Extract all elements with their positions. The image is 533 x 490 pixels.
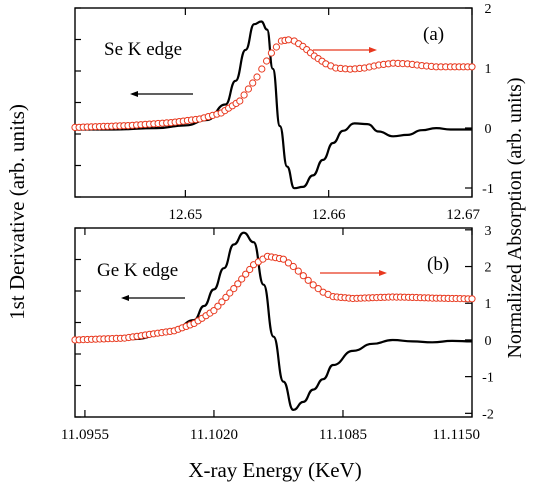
panel-a-annotation: Se K edge <box>104 39 182 60</box>
panel-a-right-y-ticks: -1 0 1 2 <box>465 2 494 197</box>
panel-a-x-tick-label: 12.66 <box>312 207 346 223</box>
panel-a-left-y-ticks <box>75 7 81 198</box>
panel-a-absorption-point <box>236 97 244 105</box>
panel-b-x-tick-label: 11.1150 <box>432 427 480 443</box>
panel-a-absorption-point <box>468 63 476 71</box>
panel-b-y-tick-label: -1 <box>482 371 494 386</box>
panel-a-absorption-point <box>272 43 280 51</box>
right-axis-label: Normalized Absorption (arb. units) <box>504 77 526 358</box>
panel-b-absorption-point <box>279 255 287 263</box>
panel-b-absorption-point <box>222 293 230 301</box>
panel-a-left-arrow <box>130 91 193 97</box>
panel-a-series <box>71 20 476 190</box>
panel-b-y-tick-label: 3 <box>485 224 492 239</box>
left-axis-label: 1st Derivative (arb. units) <box>5 104 29 320</box>
panel-b-left-y-ticks <box>75 227 81 418</box>
panel-a-absorption-point <box>263 57 271 65</box>
panel-b-absorption-point <box>234 280 242 288</box>
panel-b-absorption-point <box>468 295 476 303</box>
panel-a-absorption-point <box>244 85 252 93</box>
panel-a-absorption-point <box>267 49 275 57</box>
panel-b-left-arrow <box>121 295 185 301</box>
panel-b-absorption-point <box>294 267 302 275</box>
panel-b-absorption-point <box>289 262 297 271</box>
panel-b-absorption-point <box>304 276 312 284</box>
panel-a-right-arrow <box>313 47 377 53</box>
panel-b-absorption-point <box>309 281 317 289</box>
panel-b-y-tick-label: 1 <box>485 297 492 312</box>
panel-a: 12.65 12.66 12.67 -1 0 1 2 Se K edge (a) <box>71 2 494 223</box>
panel-b: 11.0955 11.1020 11.1085 11.1150 -2 -1 0 1 2 3 Ge… <box>61 224 494 443</box>
panel-a-absorption-point <box>249 79 257 87</box>
panel-b-y-tick-label: 2 <box>485 261 492 276</box>
panel-b-right-arrow <box>320 270 387 276</box>
panel-b-series <box>71 231 476 411</box>
panel-b-absorption-point <box>218 298 226 306</box>
panel-b-absorption-point <box>246 265 254 274</box>
panel-b-x-tick-label: 11.0955 <box>61 427 109 443</box>
panel-a-y-tick-label: 0 <box>485 122 492 137</box>
panel-a-label: (a) <box>423 24 444 45</box>
panel-b-y-tick-label: -2 <box>482 407 494 422</box>
panel-b-absorption-point <box>314 285 322 293</box>
panel-b-label: (b) <box>427 254 449 275</box>
panel-a-frame <box>74 7 473 198</box>
panel-b-x-tick-label: 11.1020 <box>190 427 238 443</box>
panel-b-absorption-point <box>230 285 238 293</box>
panel-b-absorption-point <box>299 272 307 280</box>
panel-b-right-y-ticks: -2 -1 0 1 2 3 <box>465 224 494 422</box>
panel-a-y-tick-label: 2 <box>485 2 492 17</box>
panel-b-x-tick-label: 11.1085 <box>319 427 367 443</box>
panel-b-y-tick-label: 0 <box>485 334 492 349</box>
panel-b-absorption-point <box>242 270 250 278</box>
panel-a-y-tick-label: -1 <box>482 182 494 197</box>
panel-a-x-tick-label: 12.65 <box>168 207 202 223</box>
panel-a-y-tick-label: 1 <box>485 62 492 77</box>
panel-a-absorption-point <box>258 65 266 73</box>
panel-b-x-ticks: 11.0955 11.1020 11.1085 11.1150 <box>61 228 480 443</box>
panel-b-absorption-point <box>238 275 246 283</box>
panel-a-absorption-point <box>240 91 248 99</box>
panel-b-absorption-point <box>210 307 218 315</box>
x-axis-label: X-ray Energy (KeV) <box>188 458 361 482</box>
panel-a-x-tick-label: 12.67 <box>446 207 480 223</box>
panel-a-absorption-point <box>284 36 293 44</box>
panel-a-x-ticks: 12.65 12.66 12.67 <box>168 8 481 223</box>
panel-b-absorption-point <box>226 289 234 297</box>
panel-b-derivative-line <box>74 231 473 411</box>
panel-b-absorption-point <box>214 302 222 310</box>
panel-a-absorption-point <box>253 73 261 81</box>
panel-b-absorption-point <box>284 259 292 267</box>
panel-b-annotation: Ge K edge <box>97 260 178 281</box>
panel-a-derivative-line <box>75 20 472 190</box>
